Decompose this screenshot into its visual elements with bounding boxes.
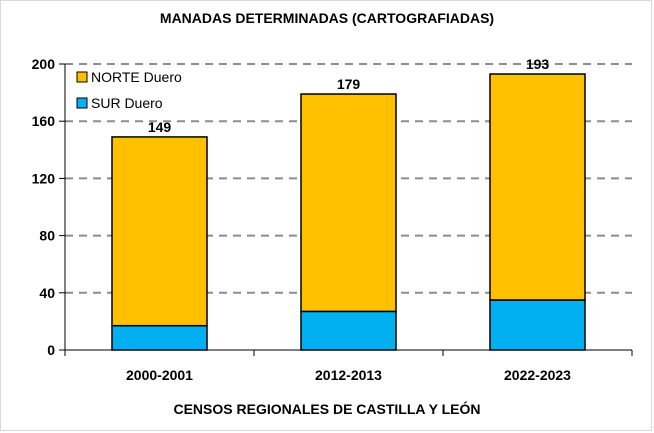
total-label-2012-2013: 179 [337,76,361,92]
bar-sur-duero-2022-2023 [490,300,585,350]
legend: NORTE Duero SUR Duero [77,69,182,111]
total-label-2022-2023: 193 [526,56,550,72]
bar-sur-duero-2012-2013 [301,311,396,350]
bar-sur-duero-2000-2001 [112,326,207,350]
x-axis-label: CENSOS REGIONALES DE CASTILLA Y LEÓN [0,401,654,417]
y-tick-label-200: 200 [32,56,56,72]
y-tick-label-160: 160 [32,113,56,129]
legend-swatch-norte-duero [77,72,87,82]
total-label-2000-2001: 149 [148,119,172,135]
bars [112,74,585,350]
x-tick-label-2022-2023: 2022-2023 [504,367,571,383]
legend-swatch-sur-duero [77,98,87,108]
x-tick-label-2000-2001: 2000-2001 [126,367,193,383]
y-tick-label-80: 80 [39,228,55,244]
y-tick-label-0: 0 [47,342,55,358]
bar-norte-duero-2022-2023 [490,74,585,300]
bar-norte-duero-2012-2013 [301,94,396,311]
bar-norte-duero-2000-2001 [112,137,207,326]
x-tick-label-2012-2013: 2012-2013 [315,367,382,383]
legend-label-sur-duero: SUR Duero [91,95,163,111]
y-tick-label-40: 40 [39,285,55,301]
legend-label-norte-duero: NORTE Duero [91,69,182,85]
y-tick-label-120: 120 [32,170,56,186]
